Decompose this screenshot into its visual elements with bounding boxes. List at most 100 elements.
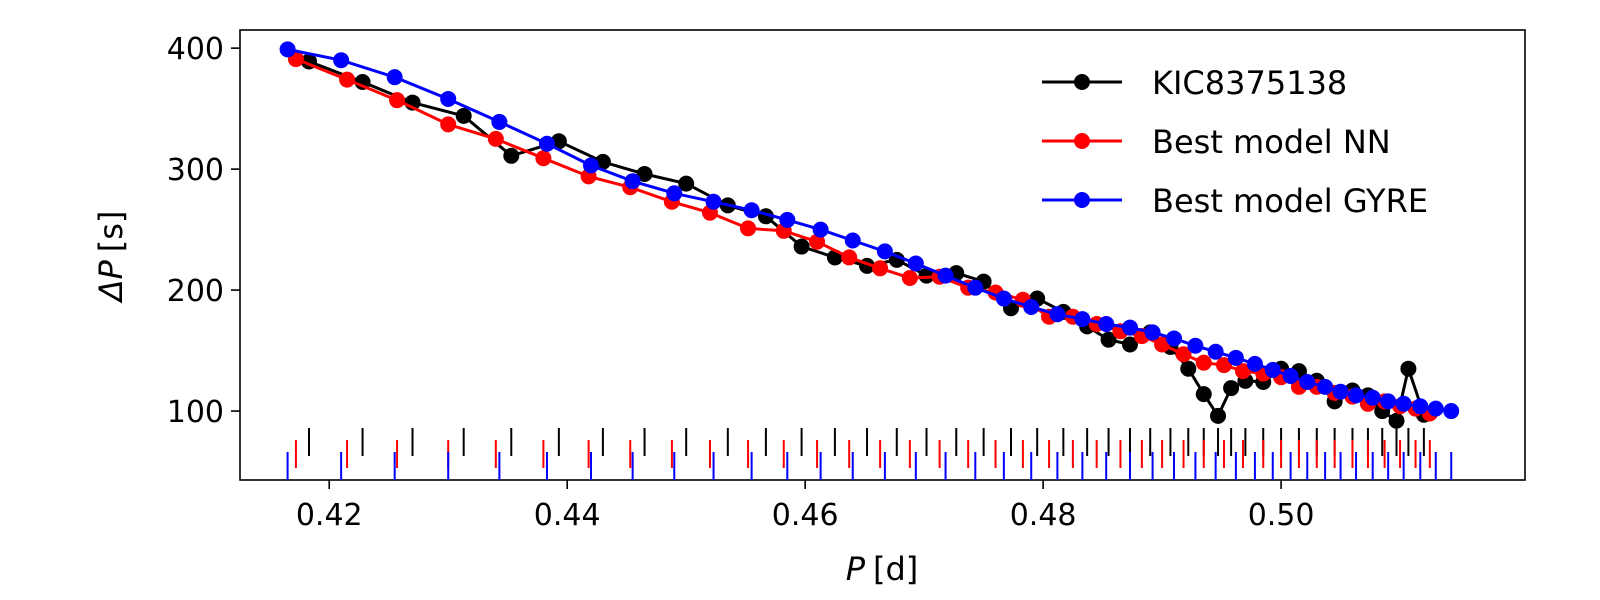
data-point: [1400, 360, 1417, 377]
data-point: [1207, 343, 1224, 360]
data-point: [1227, 349, 1244, 366]
x-tick-label: 0.48: [1010, 498, 1077, 533]
data-point: [389, 92, 406, 109]
data-point: [1412, 398, 1429, 415]
data-point: [1282, 367, 1299, 384]
legend-marker-gyre: [1074, 192, 1090, 208]
data-point: [550, 133, 567, 150]
data-point: [918, 267, 935, 284]
data-point: [876, 243, 893, 260]
data-point: [872, 260, 889, 277]
data-point: [624, 173, 641, 190]
series-layer: [279, 41, 1460, 429]
data-point: [1223, 380, 1240, 397]
data-point: [678, 175, 695, 192]
data-point: [1100, 331, 1117, 348]
data-point: [1235, 363, 1252, 380]
legend-label-kic: KIC8375138: [1152, 64, 1347, 102]
y-axis-label: ΔP [s]: [92, 211, 130, 305]
y-axis-delta: ΔP: [92, 260, 130, 305]
data-point: [901, 269, 918, 286]
y-tick-label: 200: [167, 274, 224, 309]
x-tick-label: 0.50: [1248, 498, 1315, 533]
data-point: [487, 130, 504, 147]
data-point: [279, 41, 296, 58]
data-point: [1023, 299, 1040, 316]
data-point: [1443, 403, 1460, 420]
data-point: [1166, 330, 1183, 347]
data-point: [793, 238, 810, 255]
data-point: [1175, 346, 1192, 363]
period-tick-marks: [286, 428, 1453, 480]
data-point: [1074, 311, 1091, 328]
data-point: [666, 185, 683, 202]
data-point: [1299, 374, 1316, 391]
data-point: [491, 113, 508, 130]
y-axis-unit: [s]: [92, 211, 130, 253]
data-point: [1427, 400, 1444, 417]
legend-marker-nn: [1074, 133, 1090, 149]
data-point: [1049, 306, 1066, 323]
data-point: [705, 193, 722, 210]
data-point: [1187, 337, 1204, 354]
data-point: [1154, 336, 1171, 353]
series-2: [279, 41, 1460, 420]
data-point: [1246, 355, 1263, 372]
axes-layer: 0.42 0.44 0.46 0.48 0.50 100 200 300 400: [167, 32, 1315, 533]
legend: KIC8375138 Best model NN Best model GYRE: [1042, 64, 1428, 220]
data-point: [1121, 336, 1138, 353]
x-axis-symbol: P: [846, 550, 866, 588]
data-point: [1144, 324, 1161, 341]
data-point: [1380, 393, 1397, 410]
plot-frame: [239, 29, 1526, 481]
data-point: [812, 221, 829, 238]
data-point: [1364, 389, 1381, 406]
data-point: [1121, 319, 1138, 336]
data-point: [740, 220, 757, 237]
data-point: [1195, 386, 1212, 403]
data-point: [1332, 383, 1349, 400]
data-point: [995, 290, 1012, 307]
x-axis-label: P [d]: [846, 550, 919, 588]
data-point: [1395, 395, 1412, 412]
data-point: [1264, 361, 1281, 378]
data-point: [333, 52, 350, 69]
data-point: [538, 135, 555, 152]
data-point: [841, 249, 858, 266]
data-point: [1210, 407, 1227, 424]
data-point: [1180, 360, 1197, 377]
data-point: [1317, 378, 1334, 395]
data-point: [1098, 315, 1115, 332]
data-point: [636, 165, 653, 182]
data-point: [339, 71, 356, 88]
data-point: [440, 90, 457, 107]
y-tick-label: 300: [167, 153, 224, 188]
x-tick-label: 0.44: [534, 498, 601, 533]
data-point: [937, 267, 954, 284]
data-point: [535, 150, 552, 167]
x-tick-label: 0.42: [296, 498, 363, 533]
data-point: [503, 147, 520, 164]
data-point: [743, 202, 760, 219]
data-point: [455, 107, 472, 124]
data-point: [844, 232, 861, 249]
data-point: [582, 157, 599, 174]
y-tick-label: 400: [167, 32, 224, 67]
legend-label-nn: Best model NN: [1152, 123, 1391, 161]
data-point: [1195, 354, 1212, 371]
data-point: [440, 116, 457, 133]
data-point: [809, 233, 826, 250]
legend-marker-kic: [1074, 74, 1090, 90]
x-axis-unit: [d]: [873, 550, 918, 588]
data-point: [1388, 412, 1405, 429]
data-point: [907, 255, 924, 272]
series-line: [287, 47, 1452, 413]
y-tick-label: 100: [167, 395, 224, 430]
legend-label-gyre: Best model GYRE: [1152, 182, 1428, 220]
data-point: [386, 69, 403, 86]
x-tick-label: 0.46: [772, 498, 839, 533]
data-point: [779, 211, 796, 228]
data-point: [1348, 387, 1365, 404]
data-point: [1215, 357, 1232, 374]
